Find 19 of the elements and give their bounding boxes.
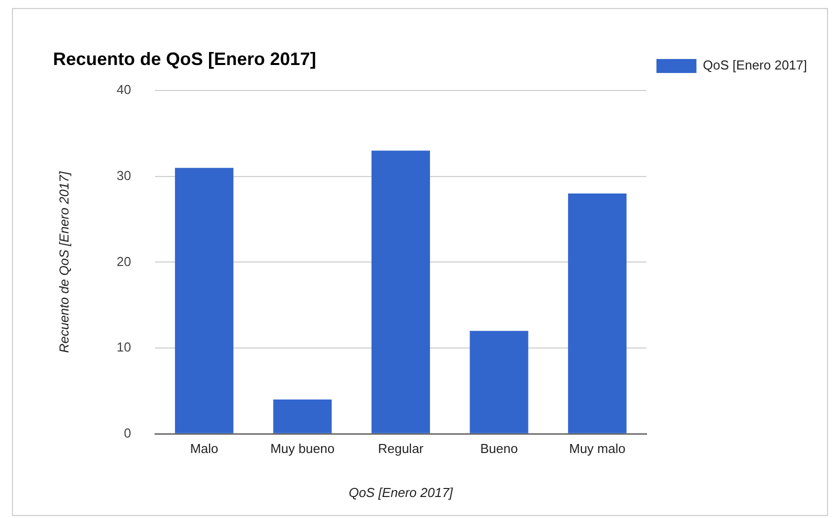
y-axis-title: Recuento de QoS [Enero 2017] [56, 171, 72, 353]
x-tick-label: Malo [190, 441, 218, 456]
x-axis-title: QoS [Enero 2017] [348, 484, 454, 500]
y-tick-label: 0 [124, 425, 132, 440]
y-tick-label: 20 [116, 254, 132, 269]
y-tick-label: 10 [116, 340, 132, 355]
x-tick-label: Regular [378, 441, 424, 456]
legend-label: QoS [Enero 2017] [702, 58, 808, 73]
chart-title: Recuento de QoS [Enero 2017] [53, 48, 316, 69]
bar [568, 194, 627, 434]
bar [174, 168, 234, 434]
x-tick-label: Muy bueno [270, 441, 335, 456]
bar [470, 330, 528, 434]
x-tick-label: Muy malo [569, 441, 626, 456]
bar [372, 150, 430, 434]
y-tick-label: 40 [116, 82, 132, 98]
y-tick-label: 30 [116, 168, 132, 183]
x-tick-label: Bueno [480, 441, 518, 456]
bar [273, 399, 332, 434]
